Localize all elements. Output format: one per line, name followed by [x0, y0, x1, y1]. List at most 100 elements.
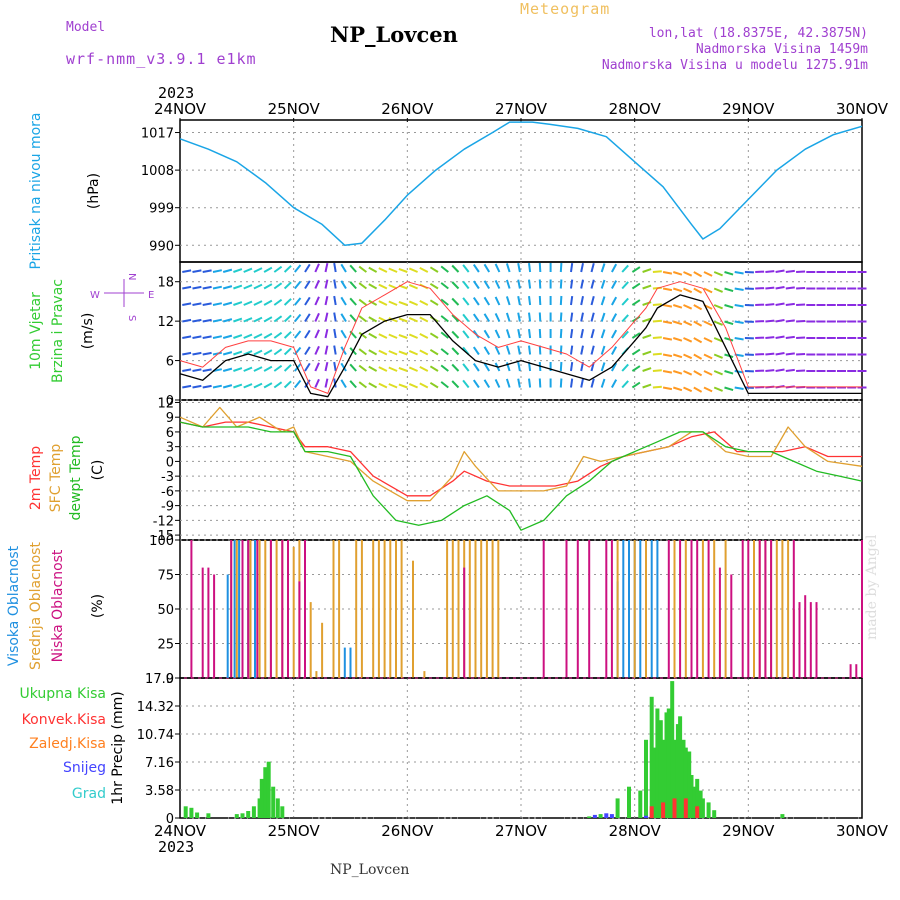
wind-arrow	[642, 284, 652, 290]
x-tick-label-bottom: 26NOV	[381, 822, 434, 840]
wind-arrow	[796, 320, 806, 323]
precip-bar-ukupna-kisa	[251, 806, 256, 818]
wind-arrow	[419, 300, 429, 306]
cloud-bar-niska-oblacnost	[770, 540, 773, 678]
cloud-bar-niska-oblacnost	[718, 567, 721, 678]
wind-arrow	[273, 298, 283, 306]
wind-arrow	[631, 348, 641, 356]
precip-bar-snijeg	[644, 815, 648, 818]
wind-arrow	[192, 368, 202, 372]
wind-arrow	[505, 312, 511, 322]
wind-arrow	[517, 345, 521, 355]
y-tick-label: 0	[166, 812, 174, 827]
precip-bar-ukupna-kisa	[678, 716, 683, 818]
precip-bar-ukupna-kisa	[615, 798, 620, 818]
wind-arrow	[734, 271, 744, 275]
wind-arrow	[724, 271, 734, 276]
wind-arrow	[451, 380, 460, 389]
wind-arrow	[703, 370, 713, 376]
wind-arrow	[233, 317, 243, 323]
cloud-bar-niska-oblacnost	[667, 540, 670, 678]
cloud-bar-niska-oblacnost	[588, 540, 591, 678]
precip-bar-ukupna-kisa	[189, 807, 194, 818]
y-tick-label: 7.16	[145, 756, 174, 771]
wind-arrow	[662, 370, 673, 374]
cloud-bar-niska-oblacnost	[679, 540, 682, 678]
wind-arrow	[253, 349, 263, 356]
wind-arrow	[358, 348, 367, 356]
wind-arrow	[368, 332, 378, 339]
wind-arrow	[631, 332, 641, 339]
lonlat-text: lon,lat (18.8375E, 42.3875N)	[648, 26, 868, 41]
x-tick-label-bottom: 24NOV	[154, 822, 207, 840]
wind-arrow	[368, 266, 378, 273]
wind-arrow	[263, 365, 273, 372]
cloud-bar-niska-oblacnost	[707, 540, 710, 678]
precip-bar-ukupna-kisa	[687, 751, 692, 818]
wind-arrow	[600, 296, 606, 306]
wind-arrow	[673, 337, 683, 342]
wind-arrow	[734, 304, 744, 308]
wind-arrow	[429, 299, 439, 306]
precip-bar-ukupna-kisa	[649, 696, 654, 818]
y-tick-label: 1008	[141, 164, 174, 179]
wind-arrow	[703, 386, 713, 393]
wind-arrow	[192, 384, 202, 389]
wind-arrow	[182, 335, 192, 339]
wind-arrow	[263, 299, 273, 306]
wind-arrow	[340, 280, 347, 290]
y-tick-label: 1017	[141, 127, 174, 142]
wind-arrow	[324, 378, 329, 388]
wind-arrow	[559, 345, 563, 355]
wind-arrow	[182, 285, 192, 290]
y-tick-label: 75	[157, 569, 174, 584]
wind-arrow	[283, 380, 292, 389]
cloud-bar-srednja-oblacnost	[315, 671, 318, 678]
cloud-bar-niska-oblacnost	[230, 540, 233, 678]
cloud-bar-srednja-oblacnost	[332, 540, 335, 678]
wind-arrow	[398, 366, 408, 372]
wind-arrow	[528, 328, 532, 339]
wind-arrow	[273, 381, 283, 389]
wind-arrow	[324, 361, 329, 372]
wind-arrow	[662, 320, 673, 325]
wind-arrow	[600, 378, 606, 388]
wind-arrow	[528, 279, 532, 289]
cloud-bar-visoka-oblacnost	[343, 647, 346, 678]
cloud-bar-niska-oblacnost	[764, 540, 767, 678]
cloud-bar-visoka-oblacnost	[349, 647, 352, 678]
precip-bar-ukupna-kisa	[692, 786, 697, 818]
wind-arrow	[451, 297, 460, 306]
precip-bar-konvek-kisa	[695, 806, 700, 818]
cloud-bar-visoka-oblacnost	[233, 540, 236, 678]
wind-arrow	[333, 328, 337, 339]
wind-arrow	[713, 386, 723, 392]
wind-arrow	[451, 264, 460, 273]
wind-arrow	[440, 265, 449, 273]
precip-bar-konvek-kisa	[661, 802, 666, 818]
cloud-bar-srednja-oblacnost	[713, 540, 716, 678]
wind-arrow	[333, 262, 337, 273]
wind-arrow	[538, 345, 542, 355]
wind-arrow	[273, 315, 283, 323]
wind-arrow	[324, 279, 329, 289]
cloud-bar-visoka-oblacnost	[226, 574, 229, 678]
wind-arrow	[494, 312, 501, 322]
cloud-bar-niska-oblacnost	[696, 540, 699, 678]
wind-arrow	[440, 381, 449, 389]
wind-arrow	[785, 352, 795, 356]
wind-arrow	[462, 313, 470, 323]
wind-arrow	[662, 271, 673, 275]
wind-arrow	[600, 345, 606, 355]
wind-arrow	[765, 270, 775, 273]
wind-arrow	[408, 333, 418, 339]
wind-arrow	[703, 320, 713, 327]
wind-arrow	[483, 263, 491, 273]
wind-arrow	[652, 369, 662, 372]
precip-bar-ukupna-kisa	[706, 802, 711, 818]
wind-arrow	[378, 333, 388, 339]
wind-arrow	[304, 280, 311, 290]
y-tick-label: 10.74	[137, 728, 174, 743]
wind-arrow	[192, 285, 202, 290]
wind-arrow	[673, 386, 683, 392]
